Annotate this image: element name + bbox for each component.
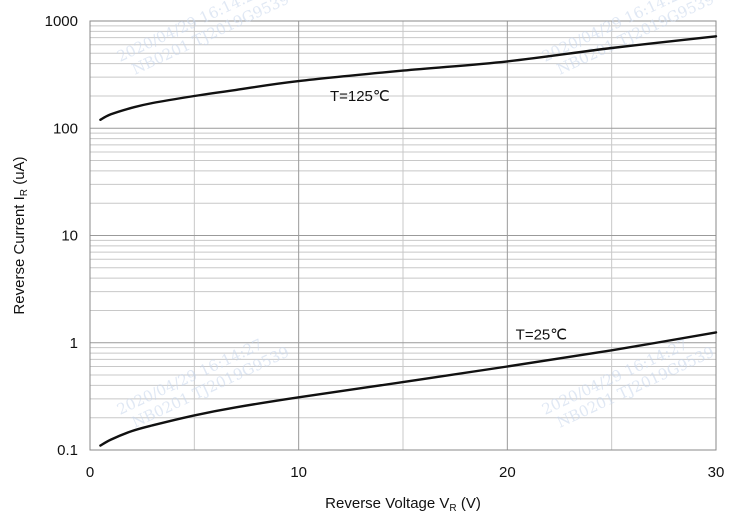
series-label-125c: T=125℃ — [330, 88, 390, 105]
y-tick-label: 1000 — [45, 13, 78, 30]
y-axis-title: Reverse Current IR (uA) — [11, 156, 30, 314]
x-axis-title: Reverse Voltage VR (V) — [325, 495, 481, 514]
x-tick-label: 0 — [86, 464, 94, 481]
x-tick-label: 20 — [499, 464, 516, 481]
x-tick-label: 30 — [708, 464, 725, 481]
series-line-25c — [99, 331, 718, 447]
minor-gridlines — [90, 21, 716, 450]
x-axis-tick-labels: 0 10 20 30 — [86, 464, 725, 481]
x-tick-label: 10 — [290, 464, 307, 481]
y-axis-tick-labels: 0.1 1 10 100 1000 — [45, 13, 78, 459]
x-axis-title-subscript: R — [449, 503, 456, 514]
y-tick-label: 100 — [53, 120, 78, 137]
plot-area-frame — [89, 20, 717, 451]
series-line-125c — [99, 35, 718, 121]
series-label-25c: T=25℃ — [516, 326, 567, 343]
series-lines — [99, 35, 718, 447]
y-axis-title-unit: (uA) — [11, 156, 28, 189]
y-axis-title-subscript: R — [19, 189, 30, 196]
y-tick-label: 1 — [70, 335, 78, 352]
y-axis-title-main: Reverse Current I — [11, 196, 28, 314]
y-tick-label: 10 — [61, 228, 78, 245]
y-tick-label: 0.1 — [57, 442, 78, 459]
x-axis-title-main: Reverse Voltage V — [325, 495, 449, 512]
x-axis-title-unit: (V) — [457, 495, 481, 512]
